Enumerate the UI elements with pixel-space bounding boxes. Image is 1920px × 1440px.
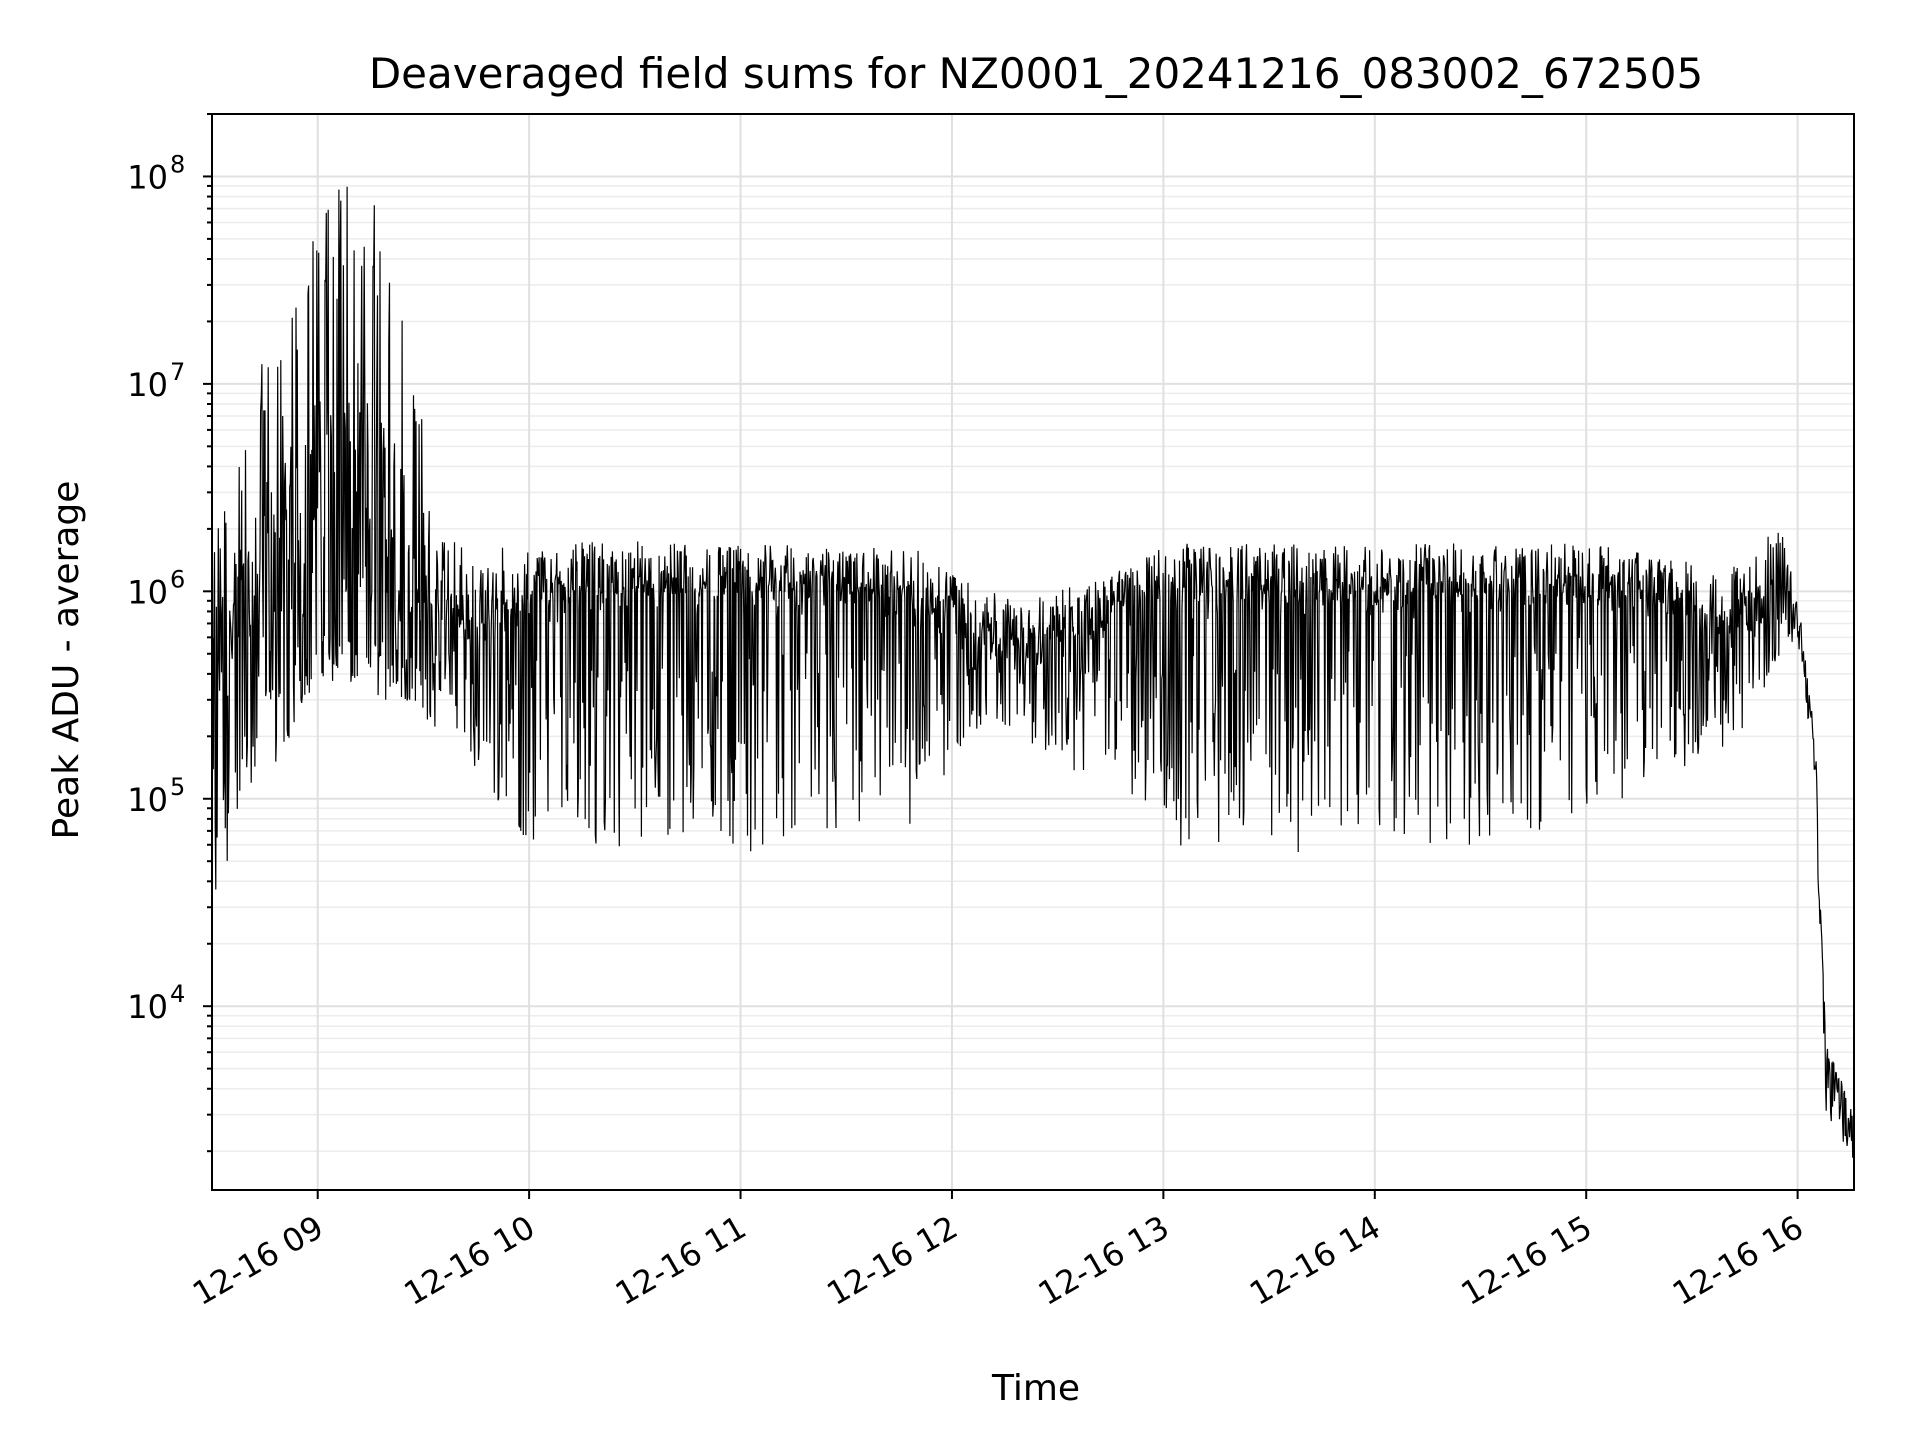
x-tick-label: 12-16 11 [609, 1208, 753, 1313]
series-group [212, 186, 1854, 1158]
plot-frame [211, 113, 1855, 1191]
y-tick-label: 10 [127, 366, 168, 404]
y-axis-label: Peak ADU - average [46, 481, 87, 840]
grid [212, 113, 1854, 1190]
y-tick-label-exponent: 7 [170, 358, 185, 386]
x-tick-label: 12-16 10 [398, 1208, 542, 1313]
series-line [212, 186, 1854, 1158]
x-tick-label: 12-16 14 [1243, 1208, 1387, 1313]
chart-title: Deaveraged field sums for NZ0001_2024121… [369, 49, 1703, 98]
y-tick-label-exponent: 4 [170, 980, 185, 1008]
x-tick-label: 12-16 16 [1666, 1208, 1810, 1313]
y-tick-label: 10 [127, 158, 168, 196]
y-tick-label: 10 [127, 573, 168, 611]
y-tick-label: 10 [127, 781, 168, 819]
y-tick-label: 10 [127, 988, 168, 1026]
x-tick-label: 12-16 15 [1455, 1208, 1599, 1313]
x-axis-label: Time [991, 1368, 1080, 1409]
y-tick-label-exponent: 6 [170, 565, 185, 593]
y-tick-label-exponent: 8 [170, 150, 185, 178]
x-tick-label: 12-16 12 [820, 1208, 964, 1313]
y-tick-label-exponent: 5 [170, 773, 185, 801]
x-tick-label: 12-16 09 [186, 1208, 330, 1313]
x-axis: 12-16 09 12-16 10 12-16 11 12-16 12 12-16 13… [186, 1190, 1810, 1313]
x-tick-label: 12-16 13 [1032, 1208, 1176, 1313]
